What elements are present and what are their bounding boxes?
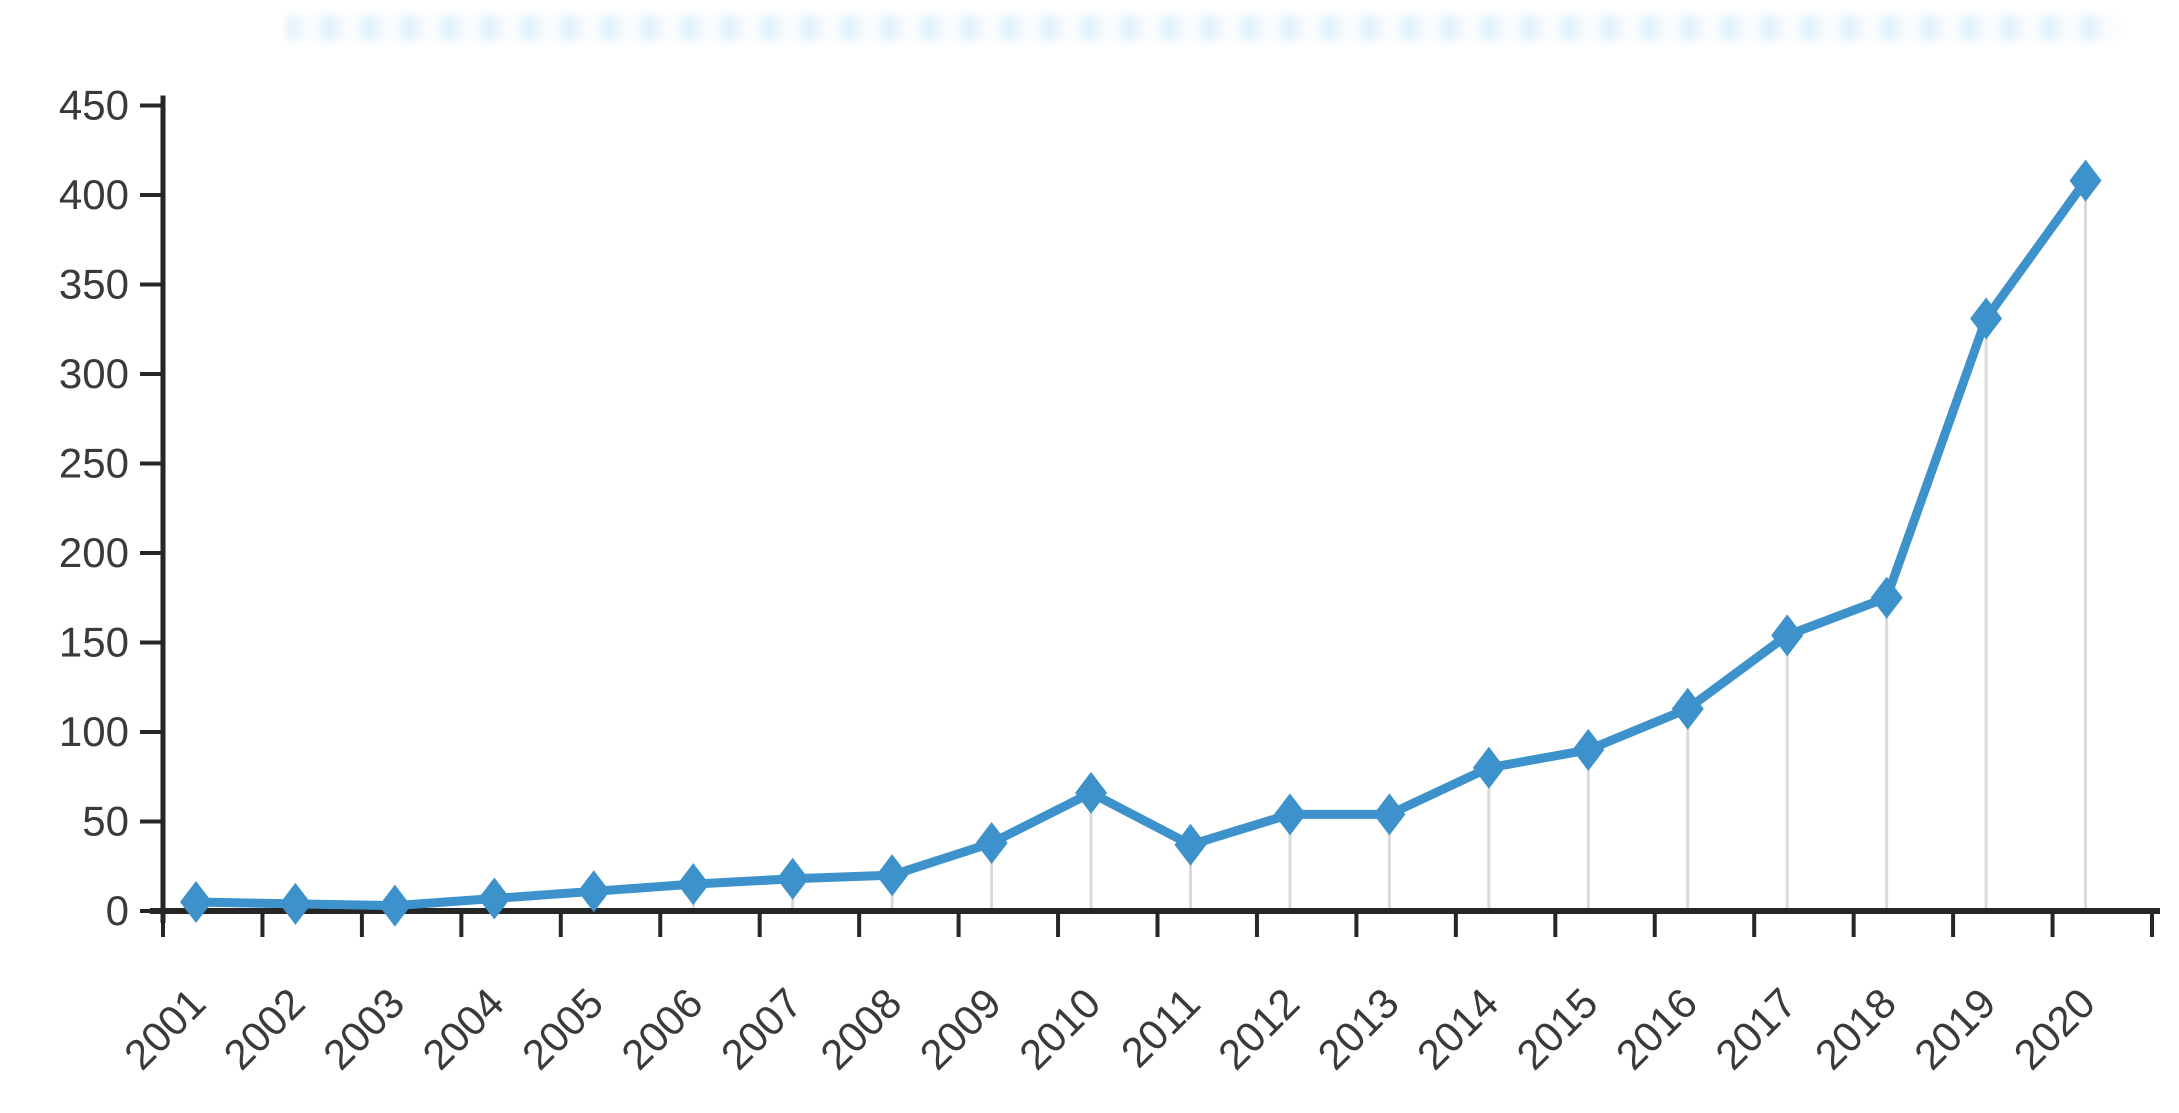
x-axis-label: 2003 (314, 979, 413, 1078)
y-axis-label: 450 (59, 82, 129, 129)
data-point-marker (1671, 687, 1704, 730)
x-axis-label: 2008 (811, 979, 910, 1078)
data-point-marker (180, 881, 212, 924)
y-axis-label: 400 (59, 171, 129, 218)
data-point-marker (677, 863, 710, 906)
data-point-marker (876, 854, 909, 897)
data-point-marker (1572, 728, 1605, 771)
y-axis-label: 350 (59, 261, 129, 308)
data-point-marker (975, 821, 1008, 864)
data-point-marker (776, 857, 809, 900)
x-axis-label: 2007 (712, 979, 811, 1078)
x-axis-label: 2020 (2005, 979, 2104, 1078)
redacted-chart-title (287, 15, 2119, 41)
data-point-marker (1373, 793, 1406, 836)
data-point-marker (279, 882, 312, 925)
x-axis-label: 2002 (215, 979, 314, 1078)
y-axis-label: 250 (59, 440, 129, 487)
x-axis-label: 2017 (1706, 979, 1805, 1078)
x-axis-label: 2014 (1408, 979, 1507, 1078)
data-point-marker (1771, 614, 1804, 657)
x-axis-label: 2018 (1806, 979, 1905, 1078)
y-axis-label: 50 (82, 798, 129, 845)
x-axis-label: 2016 (1607, 979, 1706, 1078)
y-axis-label: 0 (106, 887, 129, 934)
data-point-marker (1472, 746, 1505, 789)
data-point-marker (1075, 771, 1108, 814)
data-point-marker (1174, 823, 1207, 866)
data-point-marker (1970, 297, 2003, 340)
x-axis-label: 2005 (513, 979, 612, 1078)
data-point-marker (478, 877, 511, 920)
data-point-marker (1870, 576, 1903, 619)
data-point-marker (2069, 159, 2102, 202)
y-axis-label: 150 (59, 619, 129, 666)
x-axis-label: 2010 (1010, 979, 1109, 1078)
x-axis-label: 2001 (115, 979, 214, 1078)
x-axis-label: 2006 (612, 979, 711, 1078)
x-axis-label: 2011 (1112, 979, 1209, 1076)
data-point-marker (1273, 793, 1306, 836)
y-axis-label: 200 (59, 529, 129, 576)
y-axis-label: 300 (59, 350, 129, 397)
x-axis-label: 2019 (1905, 979, 2004, 1078)
y-axis-label: 100 (59, 708, 129, 755)
x-axis-label: 2013 (1308, 979, 1407, 1078)
trend-line (191, 176, 2091, 911)
x-axis-label: 2004 (413, 979, 512, 1078)
data-point-marker (378, 884, 411, 927)
x-axis-label: 2009 (911, 979, 1010, 1078)
data-point-marker (577, 870, 610, 913)
x-axis-label: 2012 (1209, 979, 1308, 1078)
x-axis-label: 2015 (1507, 979, 1606, 1078)
